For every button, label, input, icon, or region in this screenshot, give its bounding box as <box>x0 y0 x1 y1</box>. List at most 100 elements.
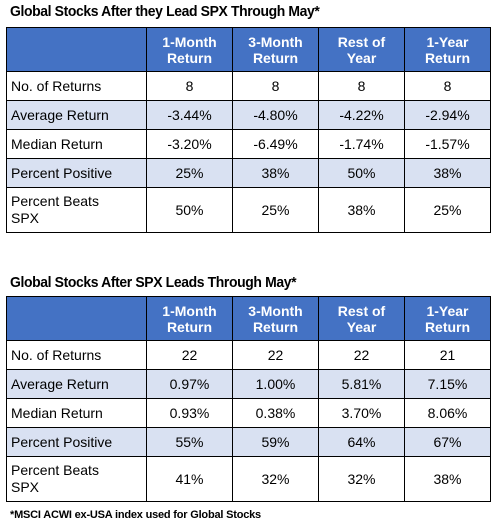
column-header: 3-Month Return <box>232 27 319 72</box>
table-2-title: Global Stocks After SPX Leads Through Ma… <box>10 274 297 291</box>
table-row: No. of Returns 8 8 8 8 <box>6 71 491 101</box>
table-cell: -2.94% <box>404 100 491 130</box>
row-label: Percent Beats SPX <box>6 187 147 233</box>
table-cell: 38% <box>404 158 491 188</box>
table-cell: -1.74% <box>318 129 405 159</box>
text-line: Average Return <box>11 376 109 392</box>
text-line: SPX <box>11 479 40 495</box>
column-header: 1-Month Return <box>146 296 233 341</box>
table-cell: 8 <box>232 71 319 101</box>
table-cell: 3.70% <box>318 398 405 428</box>
text-line: Percent Beats <box>11 193 99 209</box>
table-cell: 22 <box>318 340 405 370</box>
table-row: No. of Returns 22 22 22 21 <box>6 340 491 370</box>
text-line: Return <box>424 318 471 335</box>
column-header: 1-Year Return <box>404 27 491 72</box>
table-cell: 8 <box>404 71 491 101</box>
column-header: 1-Year Return <box>404 296 491 341</box>
table-cell: -4.22% <box>318 100 405 130</box>
text-line: 1-Month <box>162 302 217 319</box>
table-cell: 0.97% <box>146 369 233 399</box>
text-line: 3-Month <box>248 33 303 50</box>
row-label: Average Return <box>6 100 147 130</box>
table-cell: 21 <box>404 340 491 370</box>
column-header: Rest of Year <box>318 27 405 72</box>
table-cell: 50% <box>146 187 233 233</box>
table-cell: 64% <box>318 427 405 457</box>
row-label: Median Return <box>6 129 147 159</box>
table-cell: 41% <box>146 456 233 502</box>
text-line: No. of Returns <box>11 347 102 363</box>
table-cell: 25% <box>404 187 491 233</box>
text-line: Rest of <box>337 33 386 50</box>
text-line: Percent Beats <box>11 462 99 478</box>
text-line: Rest of <box>337 302 386 319</box>
table-cell: 0.93% <box>146 398 233 428</box>
table-row: Average Return 0.97% 1.00% 5.81% 7.15% <box>6 369 491 399</box>
table-cell: 67% <box>404 427 491 457</box>
table-cell: 8.06% <box>404 398 491 428</box>
table-1: 1-Month Return 3-Month Return Rest of Year 1-Y… <box>6 27 491 233</box>
table-cell: 50% <box>318 158 405 188</box>
table-row: Average Return -3.44% -4.80% -4.22% -2.94% <box>6 100 491 130</box>
text-line: 3-Month <box>248 302 303 319</box>
row-label: Percent Beats SPX <box>6 456 147 502</box>
column-header: 1-Month Return <box>146 27 233 72</box>
table-cell: 1.00% <box>232 369 319 399</box>
text-line: Return <box>252 49 299 66</box>
text-line: Return <box>166 49 213 66</box>
text-line: Return <box>424 49 471 66</box>
table-row: Percent Beats SPX 50% 25% 38% 25% <box>6 187 491 233</box>
text-line: 1-Month <box>162 33 217 50</box>
table-cell: 0.38% <box>232 398 319 428</box>
header-row: 1-Month Return 3-Month Return Rest of Year 1-Y… <box>6 296 491 341</box>
table-row: Median Return -3.20% -6.49% -1.74% -1.57% <box>6 129 491 159</box>
text-line: Median Return <box>11 136 103 152</box>
row-label: Percent Positive <box>6 427 147 457</box>
column-header: Rest of Year <box>318 296 405 341</box>
table-cell: 32% <box>232 456 319 502</box>
table-row: Percent Beats SPX 41% 32% 32% 38% <box>6 456 491 502</box>
table-cell: -3.20% <box>146 129 233 159</box>
text-line: No. of Returns <box>11 78 102 94</box>
table-cell: -4.80% <box>232 100 319 130</box>
text-line: SPX <box>11 210 40 226</box>
table-cell: -3.44% <box>146 100 233 130</box>
text-line: Percent Positive <box>11 434 113 450</box>
row-label: Median Return <box>6 398 147 428</box>
table-cell: 22 <box>146 340 233 370</box>
table-row: Percent Positive 55% 59% 64% 67% <box>6 427 491 457</box>
table-cell: 59% <box>232 427 319 457</box>
table-cell: 25% <box>232 187 319 233</box>
text-line: Year <box>346 49 377 66</box>
header-corner-cell <box>6 296 147 341</box>
text-line: Percent Positive <box>11 165 113 181</box>
table-cell: 8 <box>146 71 233 101</box>
row-label: No. of Returns <box>6 340 147 370</box>
text-line: Return <box>252 318 299 335</box>
footnote: *MSCI ACWI ex-USA index used for Global … <box>10 509 261 521</box>
table-cell: 55% <box>146 427 233 457</box>
text-line: Year <box>346 318 377 335</box>
text-line: Median Return <box>11 405 103 421</box>
table-cell: -1.57% <box>404 129 491 159</box>
row-label: Percent Positive <box>6 158 147 188</box>
header-row: 1-Month Return 3-Month Return Rest of Year 1-Y… <box>6 27 491 72</box>
header-corner-cell <box>6 27 147 72</box>
table-cell: 38% <box>232 158 319 188</box>
table-cell: -6.49% <box>232 129 319 159</box>
row-label: Average Return <box>6 369 147 399</box>
text-line: Return <box>166 318 213 335</box>
table-cell: 25% <box>146 158 233 188</box>
table-cell: 5.81% <box>318 369 405 399</box>
table-row: Percent Positive 25% 38% 50% 38% <box>6 158 491 188</box>
table-cell: 8 <box>318 71 405 101</box>
text-line: Average Return <box>11 107 109 123</box>
table-cell: 38% <box>318 187 405 233</box>
column-header: 3-Month Return <box>232 296 319 341</box>
table-2: 1-Month Return 3-Month Return Rest of Year 1-Y… <box>6 296 491 502</box>
table-1-title: Global Stocks After they Lead SPX Throug… <box>10 3 320 20</box>
table-cell: 32% <box>318 456 405 502</box>
table-cell: 22 <box>232 340 319 370</box>
